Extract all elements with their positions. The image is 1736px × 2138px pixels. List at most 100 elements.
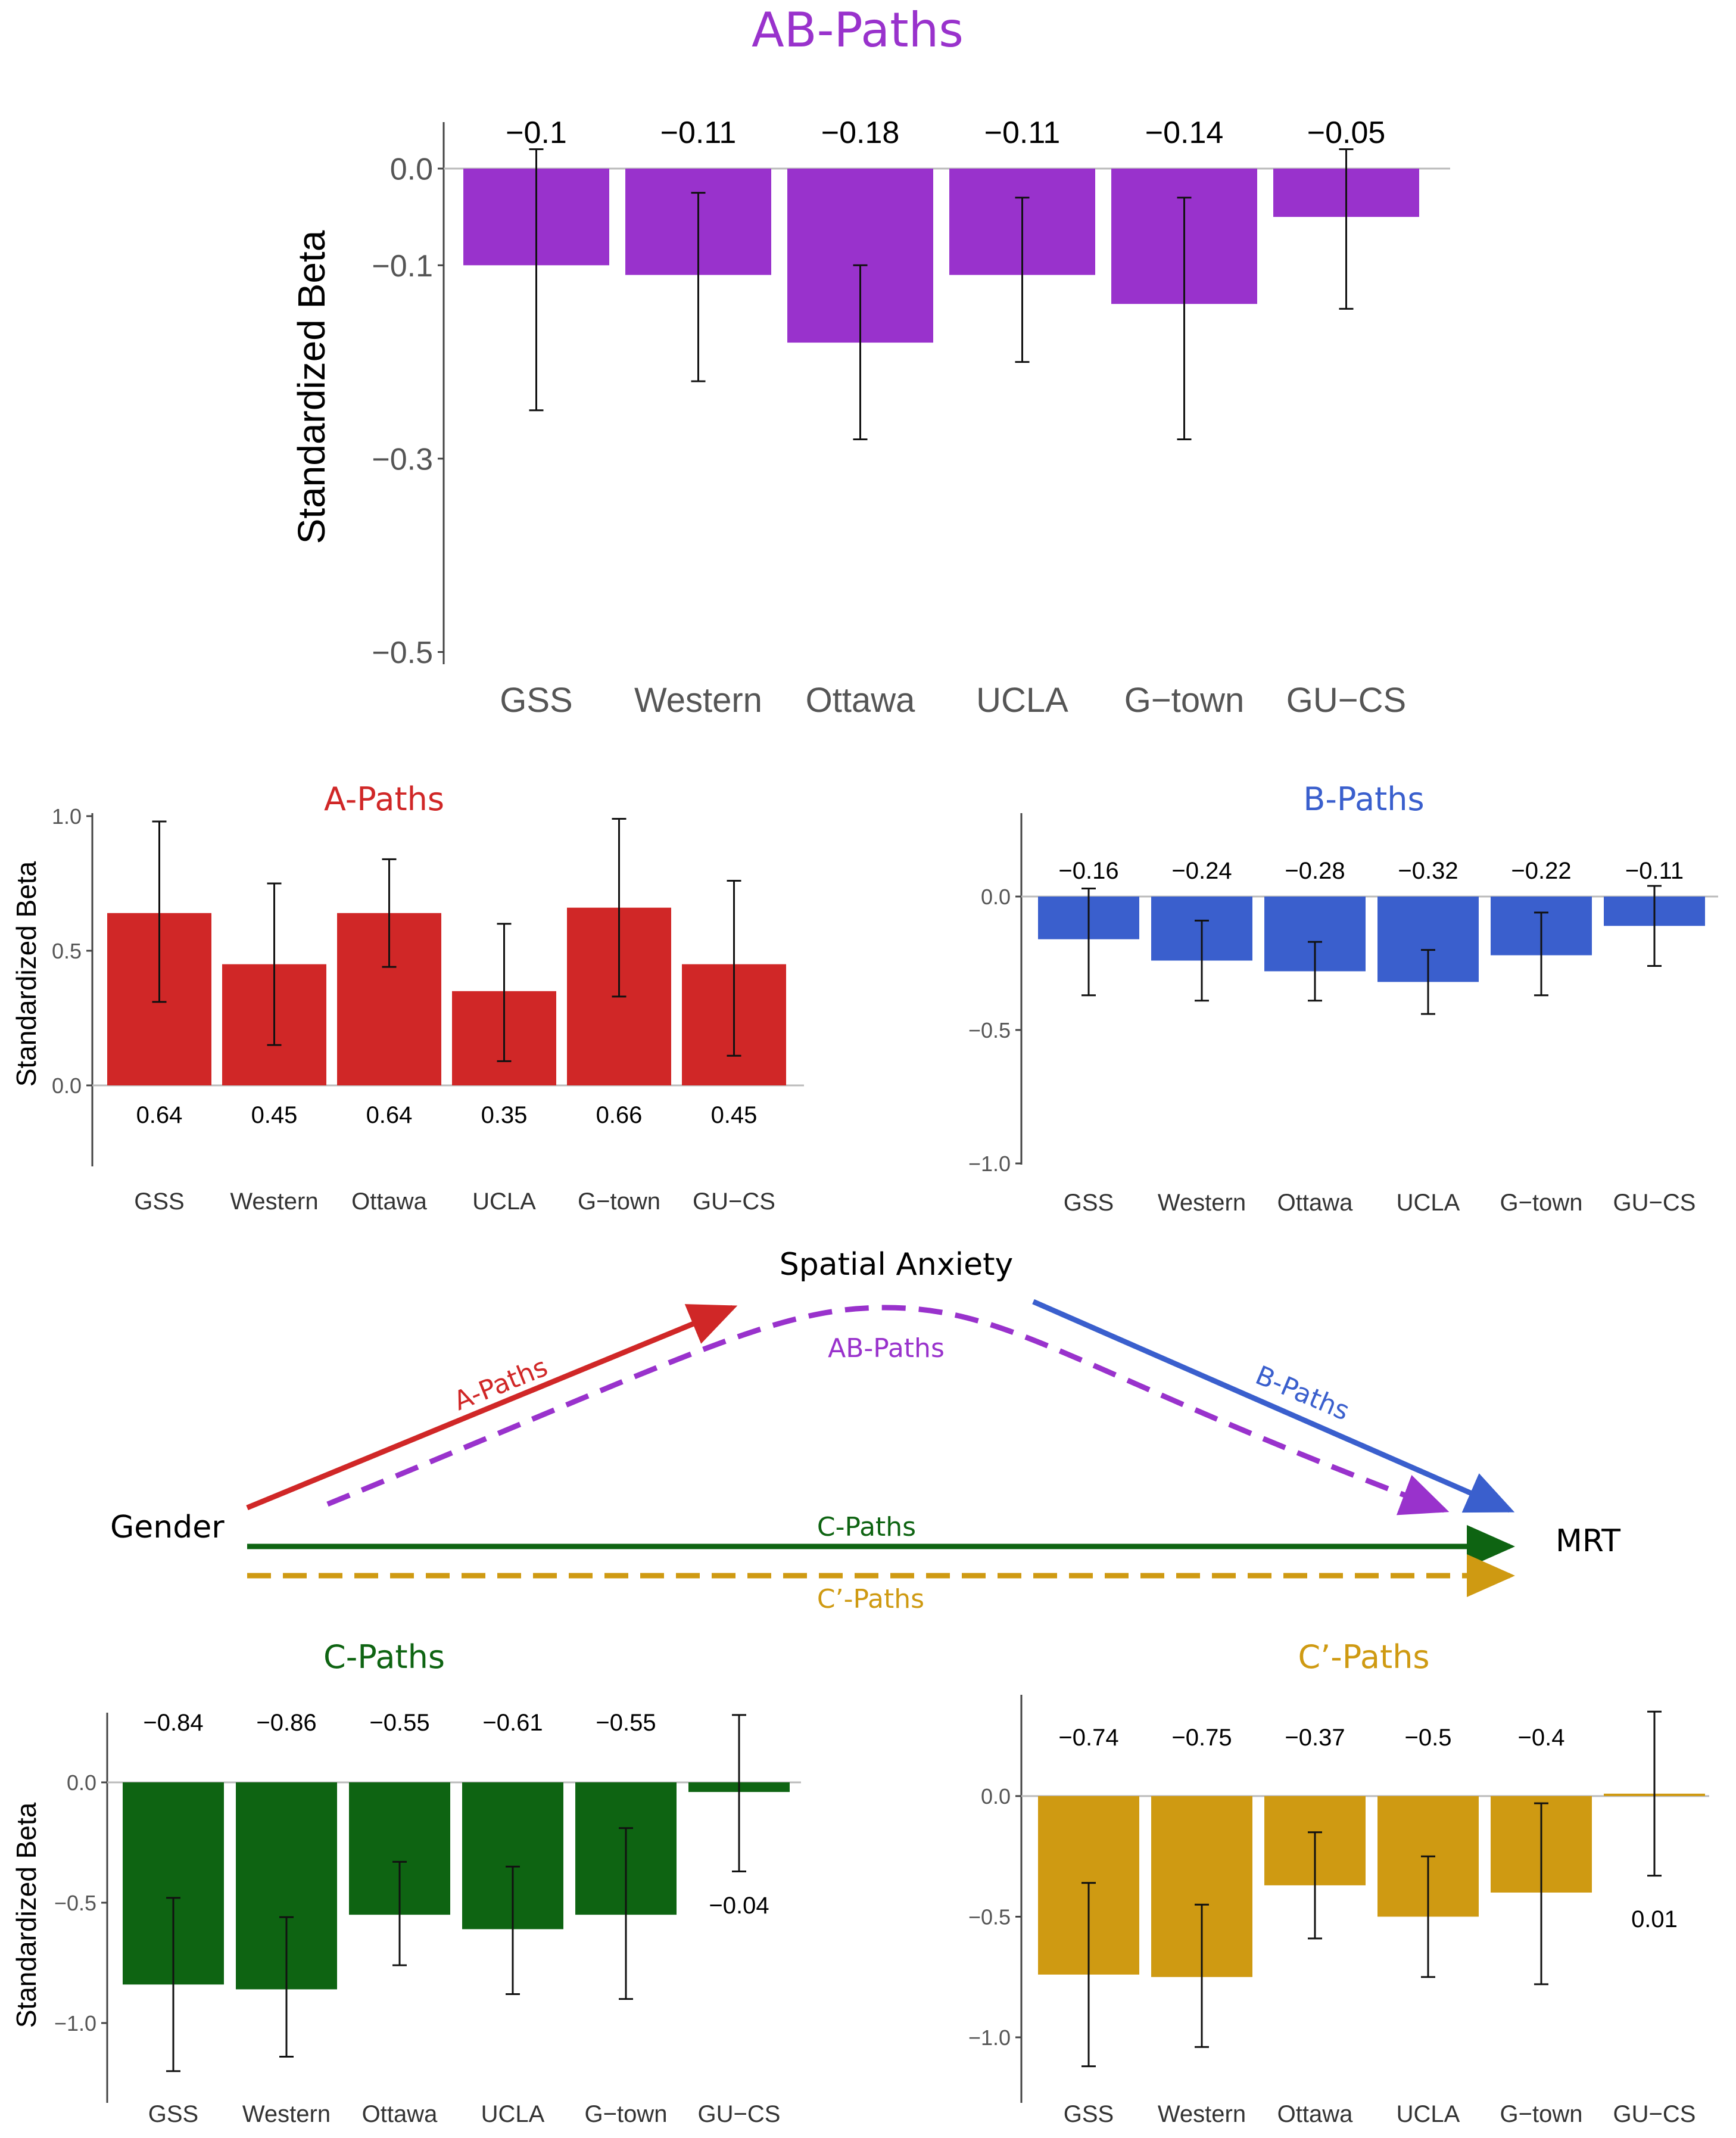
chart-a-ytick-label: 0.5: [52, 939, 82, 963]
chart-cp-category-label: Western: [1158, 2101, 1246, 2127]
chart-b-value-label: −0.11: [1625, 858, 1684, 884]
chart-ab-value-label: −0.05: [1307, 116, 1386, 150]
chart-c-ytick-label: 0.0: [67, 1770, 96, 1795]
chart-a-value-label: 0.66: [596, 1102, 643, 1128]
a-path-arrow: [246, 1304, 738, 1511]
chart-a-value-label: 0.64: [366, 1102, 413, 1128]
chart-c-value-label: −0.61: [482, 1710, 543, 1736]
chart-c-category-label: Ottawa: [362, 2101, 438, 2127]
chart-ab-ytick-label: −0.3: [372, 443, 433, 477]
mediation-diagram: Gender Spatial Anxiety MRT A-Paths B-Pat…: [110, 1247, 1620, 1614]
chart-ab-ytick-label: 0.0: [390, 153, 433, 187]
chart-a-value-label: 0.45: [251, 1102, 298, 1128]
chart-b-value-label: −0.16: [1058, 858, 1118, 884]
chart-cp-ytick-label: −1.0: [968, 2025, 1011, 2050]
chart-cp: C’-Paths 0.0 −0.5 −1.0 −0.74 GSS −0.75 Western −…: [968, 1638, 1709, 2127]
chart-c-value-label: −0.55: [596, 1710, 656, 1736]
chart-ab-value-label: −0.11: [660, 116, 737, 150]
chart-ab-category-label: GU−CS: [1286, 681, 1406, 720]
chart-c: C-Paths Standardized Beta 0.0 −0.5 −1.0 −0.84…: [11, 1638, 801, 2127]
chart-a-category-label: GU−CS: [693, 1188, 775, 1215]
ab-path-label: AB-Paths: [828, 1333, 945, 1364]
chart-cp-title: C’-Paths: [1298, 1638, 1429, 1676]
chart-ab-category-label: G−town: [1124, 681, 1245, 720]
chart-a-value-label: 0.64: [136, 1102, 183, 1128]
c-path-label: C-Paths: [817, 1512, 916, 1542]
chart-c-ylabel: Standardized Beta: [11, 1802, 42, 2028]
chart-c-value-label: −0.86: [256, 1710, 316, 1736]
chart-c-title: C-Paths: [323, 1638, 445, 1676]
chart-ab: AB-Paths Standardized Beta 0.0 −0.1 −0.3 −0.5…: [290, 2, 1450, 720]
chart-b-value-label: −0.24: [1171, 858, 1232, 884]
chart-b-category-label: GU−CS: [1613, 1190, 1696, 1216]
chart-b-category-label: GSS: [1064, 1190, 1114, 1216]
chart-cp-value-label: −0.74: [1058, 1725, 1118, 1751]
chart-cp-value-label: −0.4: [1518, 1725, 1565, 1751]
chart-cp-value-label: −0.75: [1171, 1725, 1232, 1751]
chart-c-category-label: GU−CS: [698, 2101, 781, 2127]
chart-a-category-label: G−town: [578, 1188, 660, 1215]
chart-cp-value-label: −0.5: [1405, 1725, 1452, 1751]
charts-layer: AB-Paths Standardized Beta 0.0 −0.1 −0.3 −0.5…: [11, 2, 1718, 2127]
chart-a: A-Paths Standardized Beta 0.0 0.5 1.0 0.64 GSS…: [11, 780, 804, 1215]
chart-cp-ytick-label: 0.0: [981, 1784, 1011, 1809]
chart-ab-category-label: Ottawa: [806, 681, 915, 720]
chart-cp-category-label: GU−CS: [1613, 2101, 1696, 2127]
chart-a-category-label: Ottawa: [351, 1188, 427, 1215]
gender-node: Gender: [110, 1510, 225, 1545]
chart-b-value-label: −0.32: [1398, 858, 1458, 884]
chart-b-ytick-label: −0.5: [968, 1018, 1011, 1042]
chart-a-category-label: Western: [230, 1188, 318, 1215]
chart-a-title: A-Paths: [324, 780, 444, 818]
chart-c-category-label: GSS: [148, 2101, 198, 2127]
chart-c-category-label: UCLA: [481, 2101, 545, 2127]
chart-b-category-label: G−town: [1500, 1190, 1583, 1216]
chart-a-value-label: 0.45: [711, 1102, 758, 1128]
chart-a-ytick-label: 0.0: [52, 1073, 82, 1098]
chart-ab-value-label: −0.1: [506, 116, 567, 150]
chart-cp-category-label: UCLA: [1397, 2101, 1460, 2127]
chart-a-ytick-label: 1.0: [52, 804, 82, 829]
chart-cp-ytick-label: −0.5: [968, 1904, 1011, 1929]
chart-cp-value-label: 0.01: [1631, 1906, 1678, 1932]
spatial-anxiety-node: Spatial Anxiety: [780, 1247, 1013, 1283]
chart-a-category-label: GSS: [134, 1188, 184, 1215]
chart-ab-value-label: −0.14: [1145, 116, 1224, 150]
chart-ab-category-label: GSS: [500, 681, 573, 720]
chart-ab-value-label: −0.18: [821, 116, 900, 150]
chart-ab-ytick-label: −0.1: [372, 249, 433, 284]
chart-b-value-label: −0.22: [1511, 858, 1571, 884]
chart-a-category-label: UCLA: [472, 1188, 536, 1215]
chart-b-value-label: −0.28: [1285, 858, 1345, 884]
chart-c-ytick-label: −0.5: [54, 1891, 96, 1915]
chart-cp-category-label: GSS: [1064, 2101, 1114, 2127]
a-path-label: A-Paths: [450, 1352, 552, 1417]
chart-b-category-label: Western: [1158, 1190, 1246, 1216]
chart-cp-category-label: Ottawa: [1277, 2101, 1353, 2127]
chart-c-ytick-label: −1.0: [54, 2011, 96, 2036]
chart-ab-title: AB-Paths: [752, 2, 964, 58]
chart-cp-value-label: −0.37: [1285, 1725, 1345, 1751]
chart-c-category-label: Western: [242, 2101, 331, 2127]
chart-c-value-label: −0.04: [709, 1893, 769, 1919]
c-prime-path-label: C’-Paths: [817, 1584, 924, 1614]
chart-ab-ylabel: Standardized Beta: [290, 230, 333, 544]
ab-path-arrow: [326, 1305, 1450, 1515]
chart-b-title: B-Paths: [1303, 780, 1424, 818]
chart-b-category-label: UCLA: [1397, 1190, 1460, 1216]
chart-b-category-label: Ottawa: [1277, 1190, 1353, 1216]
b-path-arrow: [1032, 1299, 1515, 1513]
chart-b-ytick-label: −1.0: [968, 1152, 1011, 1176]
chart-ab-category-label: UCLA: [976, 681, 1068, 720]
mrt-node: MRT: [1556, 1523, 1620, 1559]
chart-b-ytick-label: 0.0: [981, 885, 1011, 909]
chart-c-value-label: −0.84: [143, 1710, 203, 1736]
chart-ab-category-label: Western: [634, 681, 762, 720]
chart-c-category-label: G−town: [585, 2101, 668, 2127]
chart-ab-ytick-label: −0.5: [372, 636, 433, 670]
chart-b: B-Paths 0.0 −0.5 −1.0 −0.16 GSS −0.24 Western −0…: [968, 780, 1718, 1216]
chart-cp-category-label: G−town: [1500, 2101, 1583, 2127]
chart-c-value-label: −0.55: [369, 1710, 429, 1736]
chart-a-value-label: 0.35: [481, 1102, 528, 1128]
